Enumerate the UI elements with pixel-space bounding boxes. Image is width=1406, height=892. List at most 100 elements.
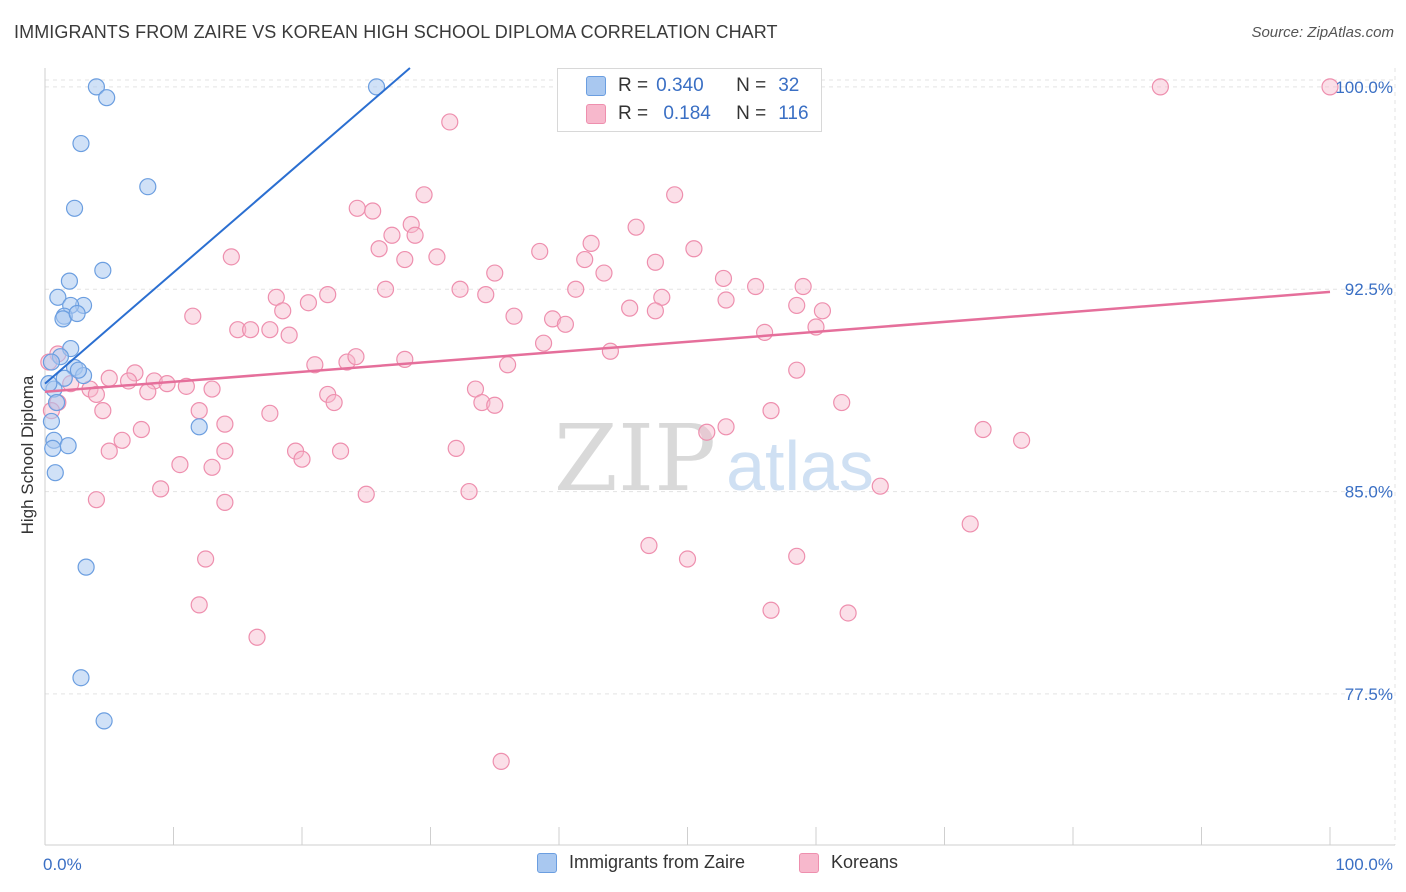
korean-point	[145, 372, 163, 390]
korean-point	[100, 442, 118, 460]
korean-point	[499, 356, 517, 374]
korean-point	[216, 442, 234, 460]
korean-point	[280, 326, 298, 344]
legend-n-label: N =	[736, 75, 767, 96]
korean-point	[100, 369, 118, 387]
series-legend: Immigrants from Zaire Koreans	[0, 852, 1406, 876]
korean-point	[293, 450, 311, 468]
korean-point	[486, 264, 504, 282]
korean-point	[567, 280, 585, 298]
legend-item-zaire[interactable]: Immigrants from Zaire	[537, 852, 745, 873]
korean-point	[762, 601, 780, 619]
korean-point	[248, 628, 266, 646]
korean-point	[261, 404, 279, 422]
legend-r-value: 0.184	[663, 103, 711, 124]
korean-point	[1012, 431, 1031, 449]
zaire-point	[94, 261, 112, 279]
korean-point	[190, 402, 208, 420]
legend-row-korean: R = 0.184 N = 116	[558, 100, 809, 128]
korean-point	[477, 286, 495, 304]
zaire-point	[49, 288, 67, 306]
korean-point	[1151, 78, 1169, 96]
y-tick-label: 92.5%	[1345, 280, 1393, 299]
korean-points	[40, 78, 1339, 770]
legend-swatch-koreans	[799, 852, 819, 873]
zaire-point	[44, 439, 62, 458]
korean-point	[383, 226, 401, 244]
zaire-point	[87, 78, 106, 96]
legend-n-value: 32	[778, 75, 800, 96]
watermark-zip: ZIP	[554, 405, 716, 512]
korean-point	[216, 415, 234, 433]
korean-point	[717, 418, 735, 436]
zaire-point	[98, 89, 116, 107]
zaire-point	[40, 375, 58, 393]
korean-point	[396, 250, 414, 269]
legend-n-value: 116	[778, 103, 809, 124]
tick-labels: 77.5% 85.0% 92.5% 100.0% 0.0% 100.0%	[43, 78, 1393, 874]
legend-label-koreans: Koreans	[831, 852, 899, 872]
grid-lines	[45, 68, 1396, 845]
korean-point	[331, 442, 350, 460]
zaire-point	[68, 304, 86, 323]
korean-point	[556, 315, 575, 333]
korean-point	[717, 291, 735, 309]
trend-lines	[44, 67, 1331, 393]
korean-point	[788, 296, 806, 315]
korean-point	[473, 393, 491, 412]
legend-swatch-korean	[586, 104, 606, 124]
korean-point	[364, 202, 382, 220]
korean-point	[242, 321, 260, 339]
chart-title: IMMIGRANTS FROM ZAIRE VS KOREAN HIGH SCH…	[14, 22, 778, 42]
source-label: Source: ZipAtlas.com	[1251, 24, 1394, 41]
zaire-point	[60, 272, 79, 290]
korean-point	[543, 310, 562, 328]
legend-swatch-zaire	[537, 852, 557, 873]
korean-point	[666, 186, 684, 204]
legend-row-zaire: R = 0.340 N = 32	[558, 72, 799, 100]
korean-point	[441, 113, 459, 131]
korean-point	[347, 348, 365, 366]
y-tick-label: 100.0%	[1335, 78, 1393, 97]
zaire-point	[77, 558, 95, 576]
zaire-point	[59, 437, 77, 455]
legend-r-value: 0.340	[656, 75, 704, 96]
korean-point	[534, 334, 553, 352]
korean-point	[261, 321, 279, 339]
korean-point	[139, 383, 157, 401]
korean-point	[833, 393, 851, 412]
korean-point	[531, 242, 549, 261]
korean-point	[871, 477, 889, 495]
x-tick-label: 0.0%	[43, 855, 82, 874]
korean-point	[428, 248, 446, 266]
zaire-point	[42, 412, 61, 431]
zaire-point	[367, 78, 386, 96]
zaire-point	[69, 361, 88, 379]
korean-point	[685, 240, 703, 258]
korean-point	[486, 396, 504, 414]
y-axis-label: High School Diploma	[18, 375, 37, 535]
y-tick-label: 85.0%	[1345, 483, 1393, 502]
korean-point	[325, 393, 343, 412]
korean-point	[794, 277, 812, 296]
korean-point	[87, 491, 106, 509]
legend-item-koreans[interactable]: Koreans	[799, 852, 898, 873]
korean-point	[646, 253, 664, 271]
korean-point	[132, 420, 150, 439]
korean-point	[203, 380, 221, 398]
zaire-points	[40, 78, 386, 730]
korean-point	[451, 280, 469, 298]
zaire-point	[46, 464, 64, 482]
axes	[44, 68, 1395, 846]
legend-label-zaire: Immigrants from Zaire	[569, 852, 746, 872]
korean-point	[216, 493, 234, 511]
korean-point	[203, 458, 221, 476]
correlation-legend: R = 0.340 N = 32 R = 0.184 N = 116	[557, 68, 822, 132]
zaire-point	[42, 353, 61, 371]
korean-point	[505, 307, 523, 325]
korean-point	[190, 596, 208, 614]
korean-point	[961, 515, 979, 533]
y-tick-label: 77.5%	[1345, 685, 1393, 704]
korean-point	[113, 431, 131, 449]
